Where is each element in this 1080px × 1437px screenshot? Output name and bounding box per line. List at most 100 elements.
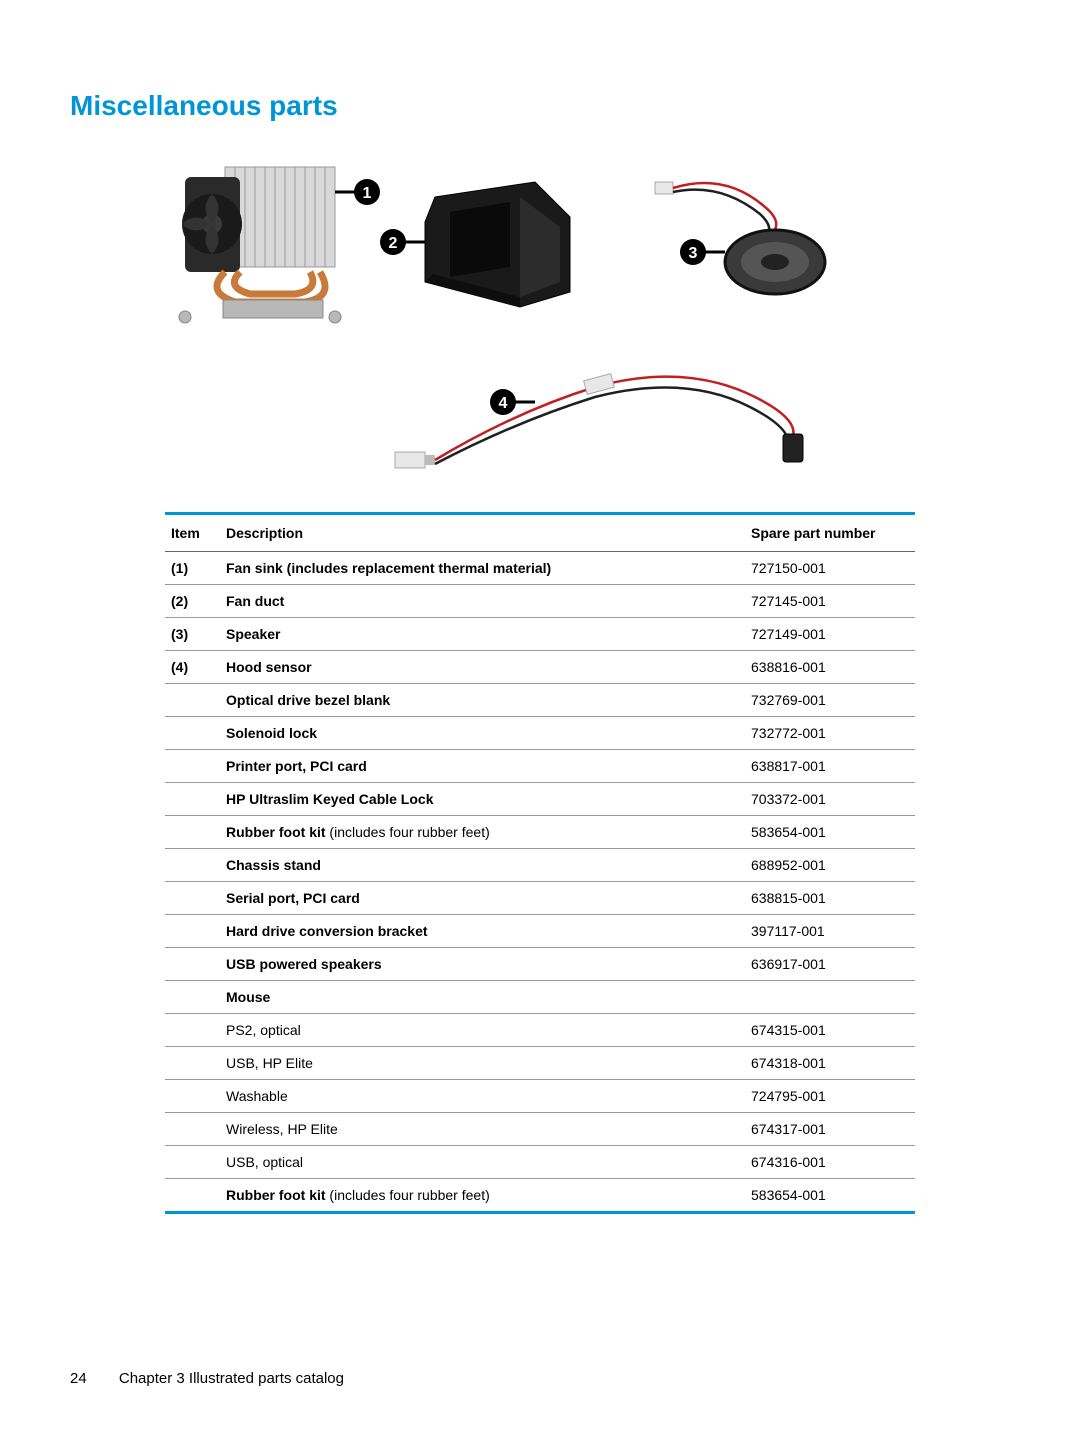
cell-item — [165, 1113, 220, 1146]
cell-item: (1) — [165, 552, 220, 585]
cell-description: Printer port, PCI card — [220, 750, 745, 783]
fan-duct-illustration — [425, 182, 570, 307]
cell-description: USB, optical — [220, 1146, 745, 1179]
table-row: Rubber foot kit (includes four rubber fe… — [165, 816, 915, 849]
cell-part-number: 727150-001 — [745, 552, 915, 585]
cell-item — [165, 1179, 220, 1213]
cell-part-number: 636917-001 — [745, 948, 915, 981]
cell-item: (2) — [165, 585, 220, 618]
callout-1: 1 — [335, 179, 380, 205]
table-row: (3)Speaker727149-001 — [165, 618, 915, 651]
table-row: USB, HP Elite674318-001 — [165, 1047, 915, 1080]
table-row: Washable724795-001 — [165, 1080, 915, 1113]
cell-part-number: 727145-001 — [745, 585, 915, 618]
cell-item — [165, 882, 220, 915]
cell-part-number: 727149-001 — [745, 618, 915, 651]
table-row: Chassis stand688952-001 — [165, 849, 915, 882]
cell-item — [165, 1080, 220, 1113]
cell-description: Solenoid lock — [220, 717, 745, 750]
cell-description: Washable — [220, 1080, 745, 1113]
cell-description: Serial port, PCI card — [220, 882, 745, 915]
speaker-illustration — [655, 182, 825, 294]
table-header-row: Item Description Spare part number — [165, 514, 915, 552]
cell-description: Chassis stand — [220, 849, 745, 882]
cell-description: Rubber foot kit (includes four rubber fe… — [220, 1179, 745, 1213]
col-header-description: Description — [220, 514, 745, 552]
cell-description: PS2, optical — [220, 1014, 745, 1047]
cell-item — [165, 1047, 220, 1080]
cell-part-number: 732772-001 — [745, 717, 915, 750]
cell-description: Hood sensor — [220, 651, 745, 684]
fan-sink-illustration — [179, 167, 341, 323]
cell-part-number: 688952-001 — [745, 849, 915, 882]
table-row: (4)Hood sensor638816-001 — [165, 651, 915, 684]
cell-part-number: 638817-001 — [745, 750, 915, 783]
cell-part-number: 397117-001 — [745, 915, 915, 948]
cell-item — [165, 1014, 220, 1047]
cell-part-number: 674318-001 — [745, 1047, 915, 1080]
page-number: 24 — [70, 1370, 87, 1387]
cell-item — [165, 915, 220, 948]
table-row: (1)Fan sink (includes replacement therma… — [165, 552, 915, 585]
cell-part-number: 638815-001 — [745, 882, 915, 915]
parts-figure: 1 2 3 — [165, 152, 915, 492]
cell-part-number: 583654-001 — [745, 1179, 915, 1213]
cell-description: Speaker — [220, 618, 745, 651]
table-row: Optical drive bezel blank732769-001 — [165, 684, 915, 717]
cell-description: Rubber foot kit (includes four rubber fe… — [220, 816, 745, 849]
table-row: Serial port, PCI card638815-001 — [165, 882, 915, 915]
cell-item — [165, 981, 220, 1014]
cell-description: Fan sink (includes replacement thermal m… — [220, 552, 745, 585]
table-row: Solenoid lock732772-001 — [165, 717, 915, 750]
cell-description: Fan duct — [220, 585, 745, 618]
cell-item — [165, 1146, 220, 1179]
cell-item — [165, 948, 220, 981]
callout-3: 3 — [680, 239, 725, 265]
svg-text:4: 4 — [499, 395, 508, 412]
cell-item — [165, 684, 220, 717]
hood-sensor-illustration — [395, 374, 803, 468]
col-header-item: Item — [165, 514, 220, 552]
cell-part-number: 674316-001 — [745, 1146, 915, 1179]
cell-description: USB, HP Elite — [220, 1047, 745, 1080]
cell-description: HP Ultraslim Keyed Cable Lock — [220, 783, 745, 816]
table-row: (2)Fan duct727145-001 — [165, 585, 915, 618]
cell-part-number: 638816-001 — [745, 651, 915, 684]
cell-item — [165, 750, 220, 783]
callout-2: 2 — [380, 229, 425, 255]
table-row: Printer port, PCI card638817-001 — [165, 750, 915, 783]
cell-part-number — [745, 981, 915, 1014]
page-footer: 24 Chapter 3 Illustrated parts catalog — [70, 1370, 344, 1387]
table-row: Rubber foot kit (includes four rubber fe… — [165, 1179, 915, 1213]
cell-description: Hard drive conversion bracket — [220, 915, 745, 948]
table-row: Wireless, HP Elite674317-001 — [165, 1113, 915, 1146]
cell-part-number: 732769-001 — [745, 684, 915, 717]
cell-part-number: 674317-001 — [745, 1113, 915, 1146]
cell-item — [165, 816, 220, 849]
chapter-label: Chapter 3 Illustrated parts catalog — [119, 1370, 344, 1387]
table-row: USB, optical674316-001 — [165, 1146, 915, 1179]
table-row: Mouse — [165, 981, 915, 1014]
cell-part-number: 674315-001 — [745, 1014, 915, 1047]
cell-item — [165, 717, 220, 750]
svg-text:3: 3 — [689, 245, 698, 262]
parts-table: Item Description Spare part number (1)Fa… — [165, 512, 915, 1214]
table-row: USB powered speakers636917-001 — [165, 948, 915, 981]
section-title: Miscellaneous parts — [70, 90, 1010, 122]
cell-part-number: 703372-001 — [745, 783, 915, 816]
cell-item — [165, 783, 220, 816]
table-row: HP Ultraslim Keyed Cable Lock703372-001 — [165, 783, 915, 816]
svg-text:1: 1 — [363, 185, 372, 202]
table-row: Hard drive conversion bracket397117-001 — [165, 915, 915, 948]
cell-part-number: 583654-001 — [745, 816, 915, 849]
cell-part-number: 724795-001 — [745, 1080, 915, 1113]
cell-item — [165, 849, 220, 882]
cell-item: (3) — [165, 618, 220, 651]
cell-description: USB powered speakers — [220, 948, 745, 981]
table-row: PS2, optical674315-001 — [165, 1014, 915, 1047]
cell-description: Wireless, HP Elite — [220, 1113, 745, 1146]
col-header-part: Spare part number — [745, 514, 915, 552]
cell-item: (4) — [165, 651, 220, 684]
svg-text:2: 2 — [389, 235, 398, 252]
cell-description: Mouse — [220, 981, 745, 1014]
